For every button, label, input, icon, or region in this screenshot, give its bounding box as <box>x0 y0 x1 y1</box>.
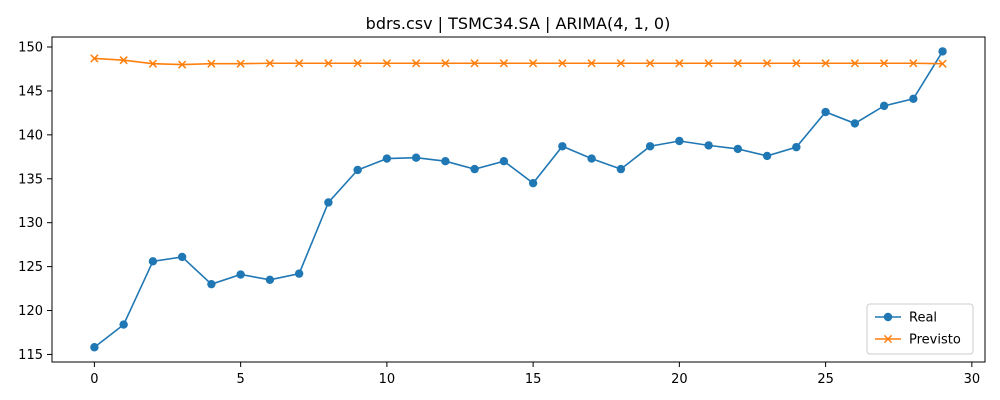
data-point-real <box>938 47 947 56</box>
data-point-previsto <box>528 59 538 68</box>
data-point-real <box>675 136 684 146</box>
legend-marker-real <box>883 312 893 322</box>
data-point-previsto <box>645 59 655 68</box>
y-tick-label: 120 <box>18 304 43 319</box>
data-point-real <box>119 320 128 329</box>
x-tick-label: 0 <box>90 372 98 387</box>
data-point-real <box>558 142 567 151</box>
data-point-real <box>207 279 216 289</box>
data-point-real <box>411 153 421 162</box>
data-point-real <box>850 119 860 128</box>
plot-frame <box>51 36 986 363</box>
data-point-real <box>148 257 158 266</box>
data-point-real <box>353 165 362 175</box>
data-point-real <box>324 198 333 207</box>
data-point-previsto <box>265 59 275 68</box>
y-tick-label: 145 <box>18 84 43 99</box>
data-point-previsto <box>412 59 421 68</box>
data-point-previsto <box>470 59 479 68</box>
data-point-real <box>236 270 245 279</box>
x-tick-label: 20 <box>671 372 688 387</box>
data-point-real <box>90 343 99 352</box>
data-point-previsto <box>119 56 128 65</box>
x-tick-label: 15 <box>525 372 542 387</box>
data-point-previsto <box>558 59 567 68</box>
data-point-real <box>499 157 509 166</box>
data-point-previsto <box>295 59 304 68</box>
data-point-previsto <box>879 59 889 68</box>
data-point-previsto <box>499 59 509 68</box>
legend-label-real: Real <box>909 311 937 326</box>
x-tick-label: 30 <box>964 372 981 387</box>
legend: Real Previsto <box>866 303 974 355</box>
data-point-previsto <box>733 59 742 68</box>
data-point-previsto <box>821 59 830 68</box>
data-point-previsto <box>587 59 596 68</box>
data-point-previsto <box>762 59 772 68</box>
plot-area <box>90 47 947 352</box>
data-point-real <box>733 144 743 154</box>
data-point-real <box>909 94 918 104</box>
data-point-real <box>470 164 479 174</box>
data-point-previsto <box>704 59 713 68</box>
data-point-previsto <box>90 54 99 63</box>
y-tick-label: 115 <box>18 348 43 363</box>
series-line-real <box>93 50 944 348</box>
axes: 0 5 10 15 20 25 30 115 120 125 130 135 140 145 150 <box>18 41 980 387</box>
data-point-real <box>821 107 830 117</box>
legend-marker-previsto <box>883 334 893 344</box>
data-point-real <box>265 275 275 284</box>
x-tick-label: 25 <box>817 372 834 387</box>
data-point-real <box>528 178 538 188</box>
data-point-previsto <box>792 59 801 68</box>
series-line-previsto <box>94 57 943 66</box>
data-point-previsto <box>938 59 947 68</box>
y-tick-label: 125 <box>18 260 43 275</box>
data-point-previsto <box>675 59 684 68</box>
data-point-previsto <box>441 59 450 68</box>
data-point-real <box>645 142 655 151</box>
data-point-previsto <box>353 59 362 68</box>
data-point-previsto <box>324 59 333 68</box>
data-point-previsto <box>148 59 158 68</box>
y-tick-label: 130 <box>18 216 43 231</box>
data-point-previsto <box>850 59 859 68</box>
data-point-previsto <box>616 59 625 68</box>
data-point-previsto <box>382 59 392 68</box>
y-tick-label: 140 <box>18 128 43 143</box>
data-point-previsto <box>178 60 187 69</box>
data-point-previsto <box>207 59 216 68</box>
data-point-previsto <box>236 59 245 68</box>
data-point-real <box>616 164 626 174</box>
data-point-real <box>704 141 713 150</box>
y-tick-label: 150 <box>18 41 43 56</box>
data-point-real <box>294 269 304 278</box>
x-tick-label: 5 <box>237 372 245 387</box>
data-point-real <box>762 151 772 161</box>
y-tick-label: 135 <box>18 172 43 187</box>
data-point-real <box>792 142 801 152</box>
data-point-real <box>441 157 450 166</box>
data-point-real <box>382 154 392 163</box>
data-point-real <box>177 252 187 262</box>
chart-title: bdrs.csv | TSMC34.SA | ARIMA(4, 1, 0) <box>366 14 671 33</box>
x-tick-label: 10 <box>379 372 396 387</box>
legend-label-previsto: Previsto <box>909 333 961 348</box>
data-point-real <box>587 154 596 163</box>
data-point-previsto <box>909 59 918 68</box>
data-point-real <box>879 101 889 111</box>
